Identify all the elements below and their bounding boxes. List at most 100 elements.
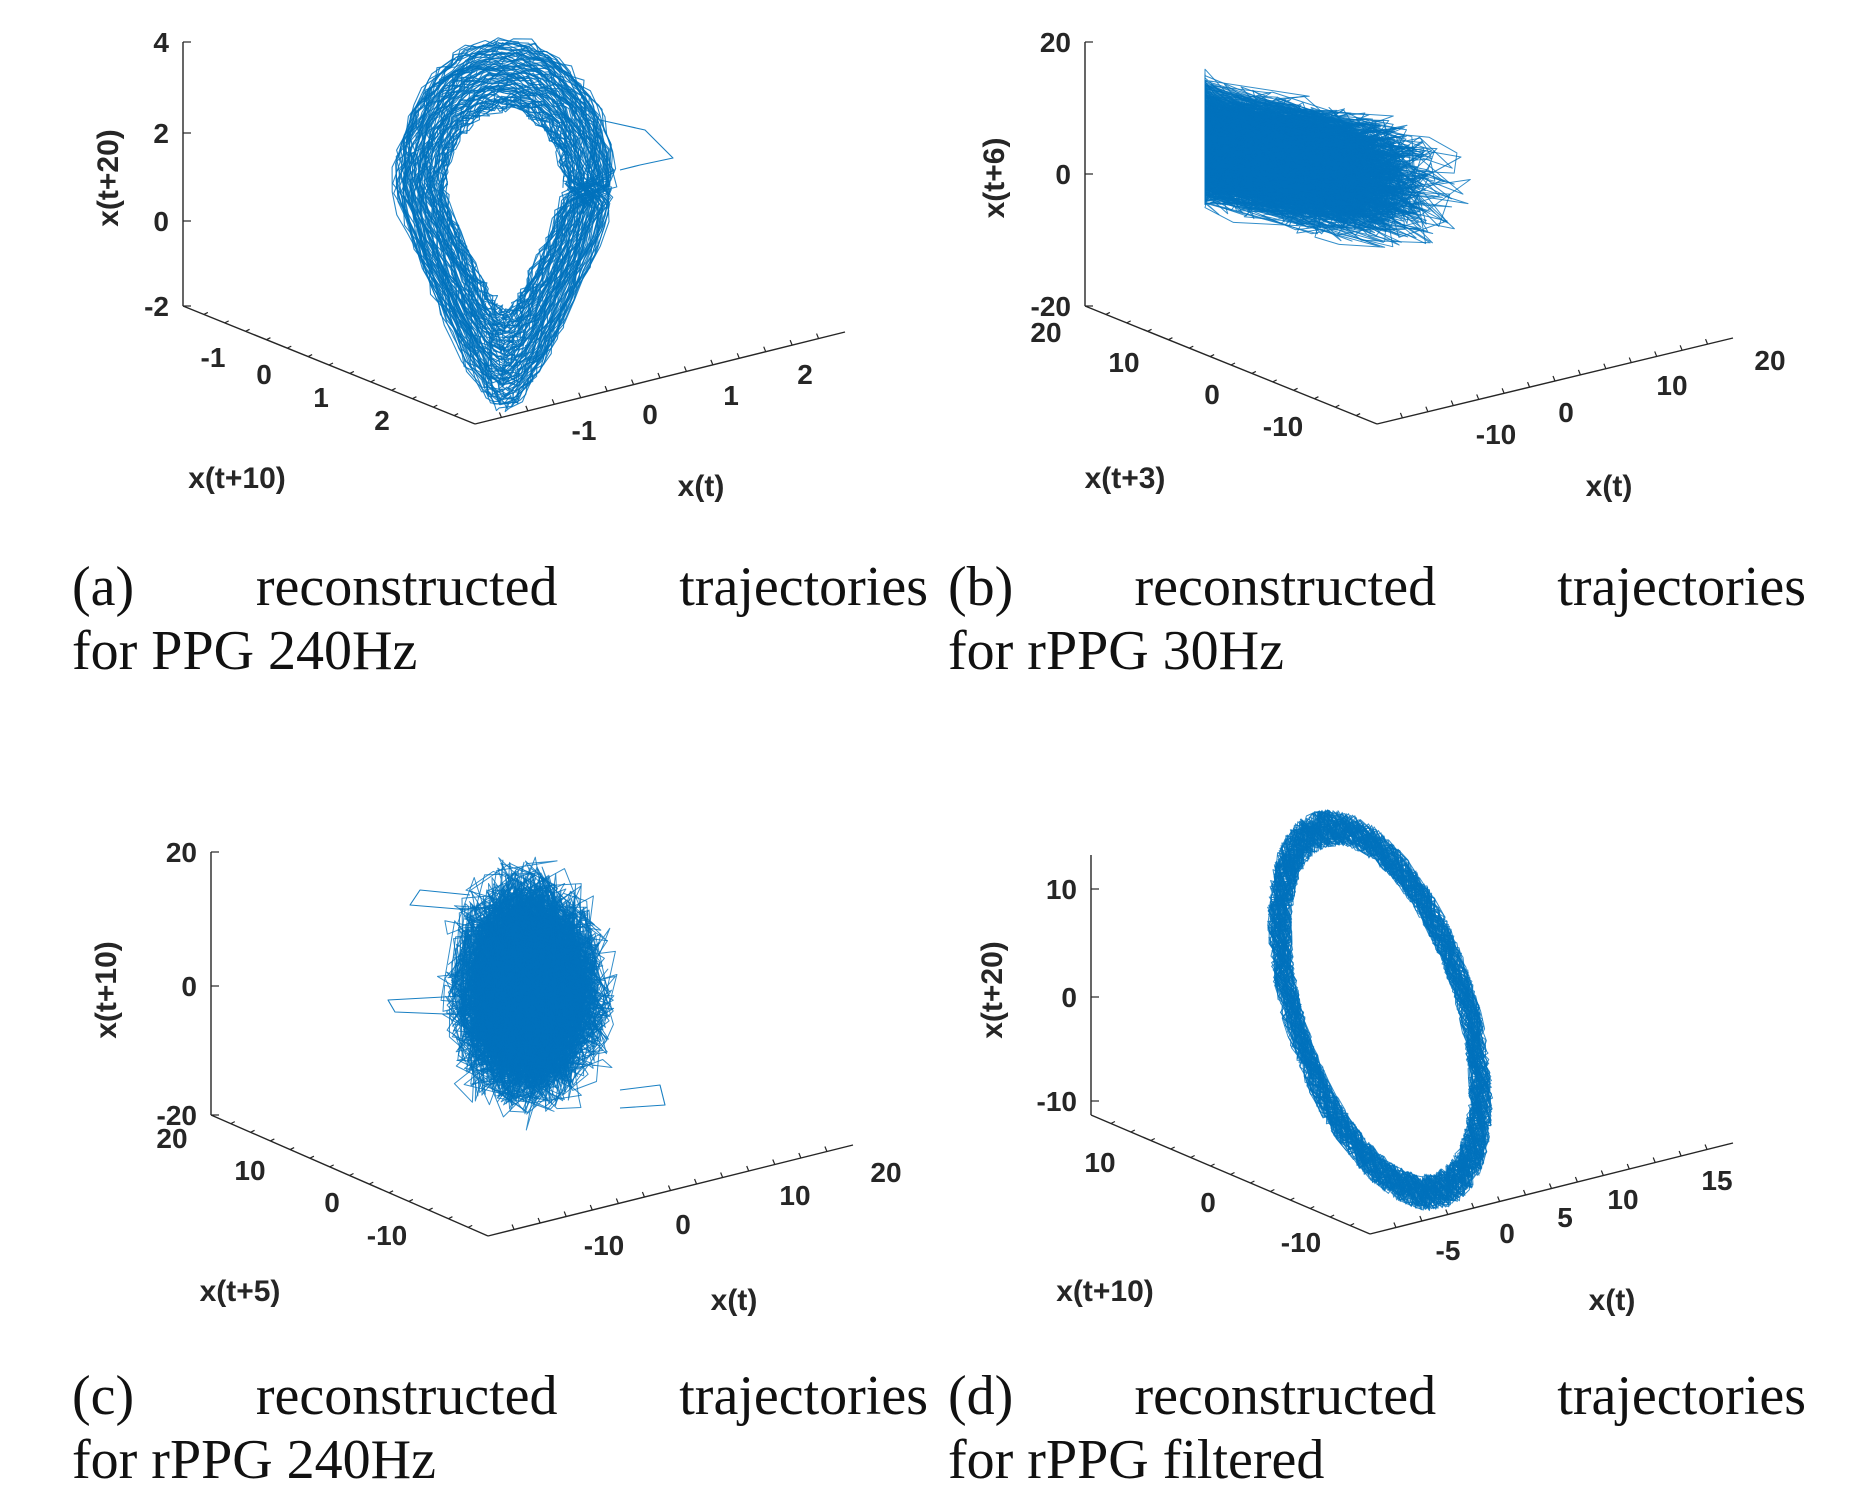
panel-a-trajectory [392,38,673,412]
z-tick-label: -2 [144,291,169,322]
panel-b-zlabel: x(t+6) [978,138,1011,219]
y-minor-tick [433,405,437,407]
y-minor-tick [1252,371,1256,373]
panel-d-trajectory [1268,810,1493,1211]
x-minor-tick [1653,1158,1655,1163]
caption-b: (b) reconstructed trajectories for rPPG … [948,555,1806,683]
y-minor-tick [270,1139,274,1141]
y-tick-label: 20 [1030,317,1061,348]
y-minor-tick [1210,355,1214,357]
caption-a-line2: for PPG 240Hz [72,619,928,683]
y-minor-tick [392,388,396,390]
y-minor-tick [231,1122,235,1124]
y-minor-tick [369,1182,373,1184]
x-minor-tick [579,393,581,398]
y-minor-tick [1171,1147,1175,1149]
x-minor-tick [764,347,766,352]
y-minor-tick [1335,405,1339,407]
x-tick-label: 20 [870,1157,901,1188]
y-minor-tick [290,1148,294,1150]
panel-d-zlabel: x(t+20) [976,941,1009,1039]
x-minor-tick [1627,1164,1629,1169]
y-minor-tick [1168,338,1172,340]
y-minor-tick [266,338,270,340]
y-minor-tick [429,1208,433,1210]
panel-c-zlabel: x(t+10) [90,941,123,1039]
x-minor-tick [1553,376,1555,381]
y-tick-label: -10 [1263,411,1303,442]
y-tick-label: 0 [1204,379,1220,410]
x-minor-tick [605,386,607,391]
caption-c: (c) reconstructed trajectories for rPPG … [72,1364,928,1492]
trajectory-d-line [1268,814,1491,1209]
x-minor-tick [1524,1190,1526,1195]
x-minor-tick [799,1153,801,1158]
y-minor-tick [1314,397,1318,399]
x-minor-tick [790,340,792,345]
y-minor-tick [409,1199,413,1201]
x-tick-label: 0 [642,399,658,430]
x-minor-tick [1705,1145,1707,1150]
y-tick-label: 10 [1108,347,1139,378]
trajectory-d-line [1270,812,1489,1208]
x-minor-tick [1451,401,1453,406]
y-minor-tick [454,414,458,416]
y-minor-tick [350,1174,354,1176]
x-minor-tick [1655,351,1657,356]
y-minor-tick [1330,1215,1334,1217]
x-minor-tick [564,1212,566,1217]
y-tick-label: 10 [1084,1147,1115,1178]
y-minor-tick [1231,363,1235,365]
panel-d-ylabel: x(t+10) [1056,1275,1154,1308]
y-minor-tick [350,371,354,373]
y-minor-tick [225,321,229,323]
x-tick-label: 20 [1754,345,1785,376]
panel-c-plot: -20 0 20 -10 0 10 20 -10 0 10 20 x(t+10) x(t+5) x(… [90,837,902,1317]
x-minor-tick [1601,1171,1603,1176]
x-minor-tick [658,373,660,378]
x-minor-tick [512,1225,514,1230]
x-minor-tick [711,360,713,365]
caption-c-line1: (c) reconstructed trajectories [72,1364,928,1428]
y-minor-tick [371,380,375,382]
panel-b-plot: -20020-1001020-1001020 x(t+6) x(t+3) x(t… [978,27,1786,503]
y-minor-tick [1189,346,1193,348]
y-minor-tick [468,1225,472,1227]
x-minor-tick [526,406,528,411]
x-minor-tick [1426,407,1428,412]
y-minor-tick [308,355,312,357]
y-tick-label: 0 [324,1187,340,1218]
x-tick-label: 2 [797,359,813,390]
z-tick-label: 0 [153,206,169,237]
x-tick-label: 15 [1701,1165,1732,1196]
y-minor-tick [1131,1130,1135,1132]
x-minor-tick [1706,339,1708,344]
trajectory-d-line [1270,813,1485,1206]
y-tick-label: 2 [374,405,390,436]
y-minor-tick [1350,1224,1354,1226]
trajectory-c-excursion-left [410,890,470,910]
y-minor-tick [1310,1207,1314,1209]
y-minor-tick [1148,329,1152,331]
y-minor-tick [204,312,208,314]
x-minor-tick [538,1218,540,1223]
x-tick-label: 0 [675,1209,691,1240]
panel-c-ylabel: x(t+5) [200,1275,281,1308]
z-tick-label: 20 [1040,27,1071,58]
panel-d-plot: -10010-10010-5051015 x(t+20) x(t+10) x(t… [976,810,1733,1317]
y-minor-tick [389,1191,393,1193]
z-tick-label: 0 [181,971,197,1002]
y-minor-tick [1250,1181,1254,1183]
y-minor-tick [310,1156,314,1158]
x-minor-tick [1604,364,1606,369]
y-minor-tick [1290,1198,1294,1200]
x-minor-tick [1498,1197,1500,1202]
panel-a-ylabel: x(t+10) [188,462,286,495]
y-minor-tick [287,346,291,348]
x-minor-tick [632,380,634,385]
y-minor-tick [412,397,416,399]
x-minor-tick [1528,382,1530,387]
y-tick-label: -1 [201,342,226,373]
z-tick-label: 0 [1061,982,1077,1013]
